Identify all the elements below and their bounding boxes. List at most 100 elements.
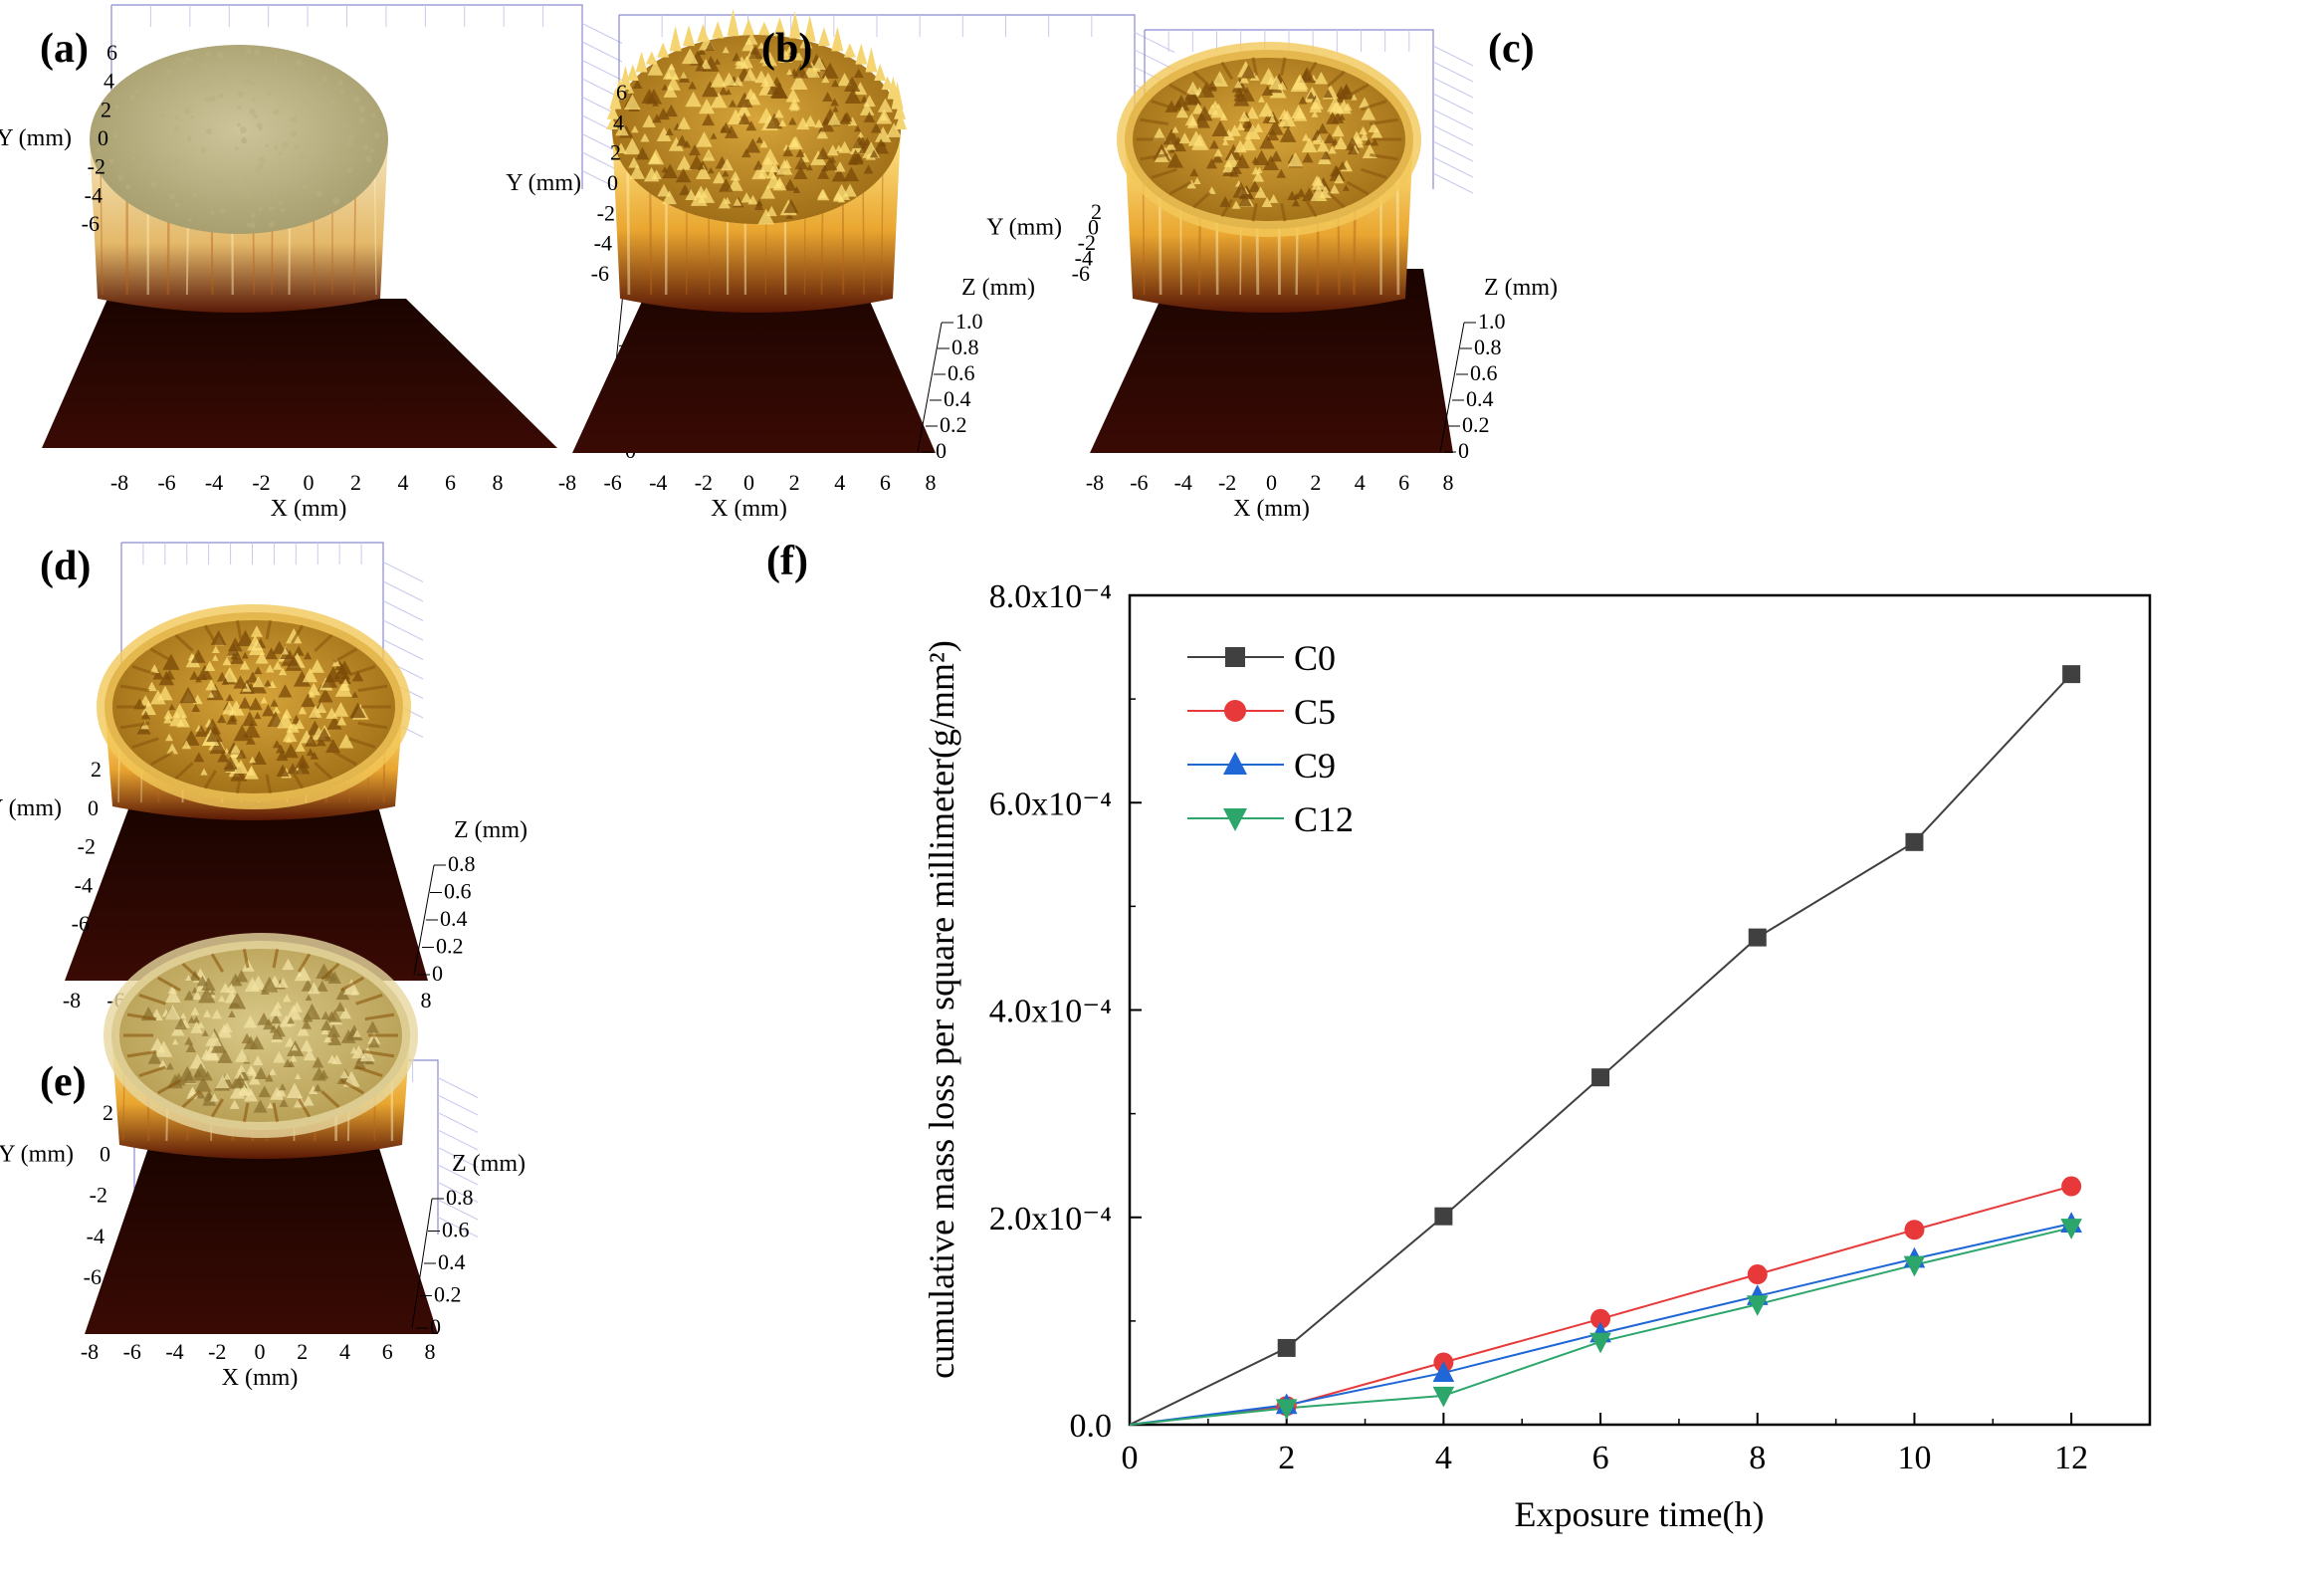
texture-peak (817, 167, 830, 179)
texture-peak (721, 158, 735, 171)
texture-peak (761, 51, 778, 67)
texture-peak (247, 635, 264, 651)
texture-peak (320, 1011, 330, 1020)
x-tick-label: -6 (1130, 470, 1148, 495)
texture-peak (296, 971, 304, 978)
texture-peak (165, 988, 181, 1003)
texture-peak (286, 1082, 304, 1099)
x-tick-label: -8 (558, 470, 576, 495)
edge-spike (742, 18, 755, 36)
x-tick-label: -2 (1218, 470, 1236, 495)
texture-peak (314, 1083, 322, 1092)
rim-groove (340, 976, 365, 992)
texture-peak (211, 645, 220, 654)
x-tick-label: 6 (382, 1339, 393, 1364)
texture-peak (643, 166, 660, 182)
texture-peak (339, 1007, 352, 1019)
texture-peak (167, 985, 177, 994)
texture-peak (262, 704, 275, 717)
z-axis-line (1439, 322, 1465, 453)
x-tick-label: 6 (1398, 470, 1409, 495)
texture-peak (164, 1005, 181, 1020)
rim-groove (320, 1090, 340, 1109)
rim-groove (156, 976, 181, 992)
texture-peak (698, 99, 716, 114)
texture-peak (306, 748, 315, 757)
texture-peak (201, 1029, 209, 1036)
texture-peak (278, 667, 288, 676)
texture-peak (269, 1004, 283, 1016)
z-tick-label: 0.8 (1474, 335, 1502, 359)
texture-peak (282, 958, 295, 971)
edge-spike (773, 17, 786, 37)
texture-peak (276, 764, 290, 777)
texture-peak (365, 1020, 379, 1033)
marker-triangle-down (1275, 1399, 1298, 1421)
texture-dot (237, 105, 242, 110)
texture-peak (272, 706, 281, 714)
texture-peak (656, 126, 672, 141)
texture-peak (139, 694, 152, 707)
texture-peak (285, 1036, 296, 1047)
y-tick-label: 4 (613, 110, 624, 134)
texture-peak (187, 1087, 197, 1096)
texture-peak (863, 164, 874, 174)
texture-peak (863, 112, 876, 122)
texture-peak (249, 1073, 261, 1085)
texture-dot (230, 179, 235, 184)
rim-groove (1370, 117, 1398, 125)
texture-dot (278, 151, 282, 156)
texture-dot (273, 109, 280, 115)
texture-peak (269, 1024, 279, 1033)
texture-peak (164, 669, 175, 680)
texture-peak (185, 974, 192, 981)
texture-peak (852, 135, 866, 148)
texture-dot (290, 129, 298, 137)
texture-peak (229, 714, 238, 722)
texture-peak (689, 143, 701, 156)
texture-peak (788, 48, 796, 55)
rim-groove (1304, 198, 1318, 218)
rim-groove (119, 684, 150, 693)
texture-peak (273, 1050, 286, 1063)
edge-spike (613, 78, 626, 100)
texture-peak (253, 711, 262, 720)
texture-dot (346, 166, 353, 173)
texture-peak (300, 1038, 314, 1052)
marker-square (1905, 832, 1924, 851)
marker-square (1434, 1207, 1453, 1226)
rim-groove (348, 664, 376, 677)
texture-peak (710, 132, 718, 139)
rim-groove (298, 953, 312, 973)
texture-peak (752, 159, 764, 170)
texture-peak (241, 651, 249, 659)
z-tick-label: 0.6 (1470, 360, 1498, 385)
texture-peak (265, 664, 275, 673)
texture-dot (199, 64, 205, 70)
texture-dot (205, 127, 213, 134)
texture-peak (281, 649, 299, 666)
texture-peak (332, 702, 349, 717)
texture-dot (226, 68, 230, 73)
texture-dot (271, 68, 278, 75)
texture-dot (220, 208, 226, 214)
texture-peak (1359, 125, 1369, 135)
texture-peak (248, 697, 263, 711)
texture-peak (676, 155, 693, 170)
texture-peak (615, 122, 629, 136)
texture-peak (185, 1042, 196, 1052)
y-axis-label: Y (mm) (0, 795, 62, 821)
texture-peak (740, 192, 752, 203)
texture-peak (705, 41, 716, 51)
texture-dot (256, 122, 263, 129)
texture-peak (745, 120, 757, 131)
texture-peak (242, 711, 258, 727)
texture-peak (1323, 89, 1334, 99)
texture-peak (225, 693, 234, 702)
surface-texture (97, 604, 411, 809)
texture-peak (1233, 139, 1247, 153)
texture-peak (832, 106, 839, 112)
texture-peak (1205, 157, 1218, 169)
texture-peak (843, 76, 861, 93)
surface-texture (104, 933, 418, 1138)
